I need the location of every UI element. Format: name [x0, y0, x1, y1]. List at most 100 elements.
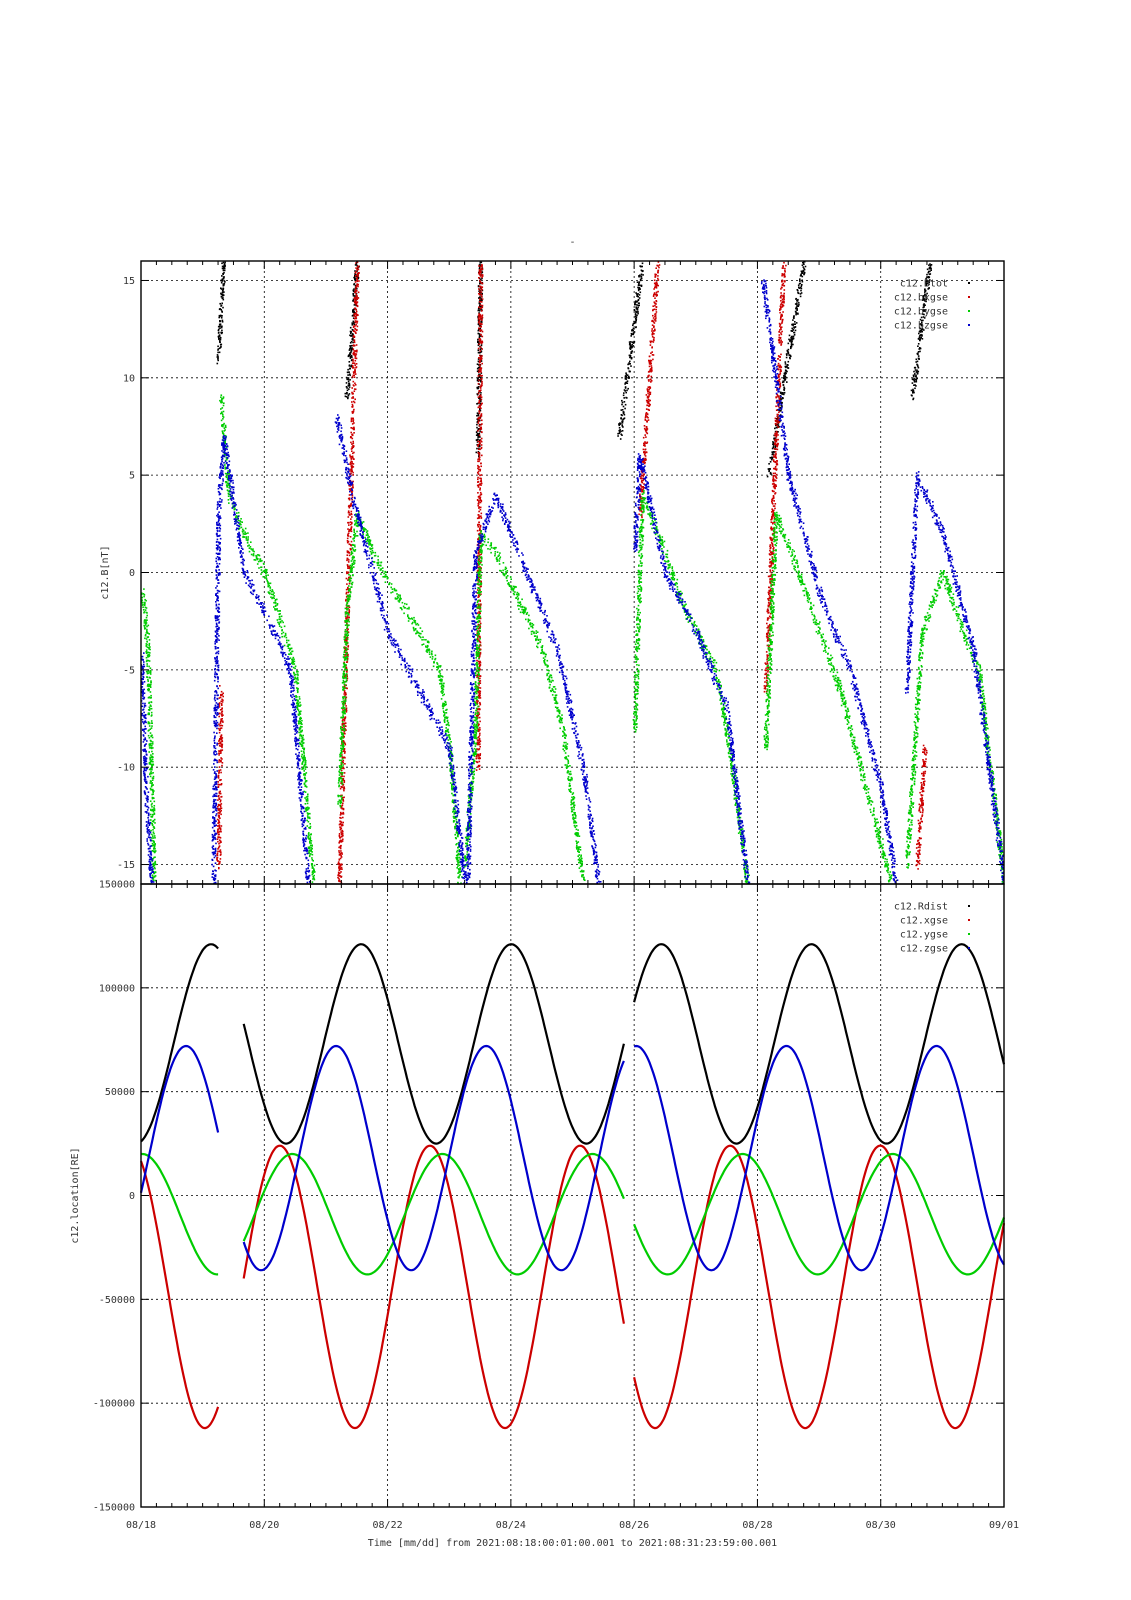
data-point [143, 622, 146, 624]
data-point [300, 740, 303, 742]
data-point [216, 858, 218, 860]
data-point [301, 723, 303, 725]
data-point [152, 814, 154, 816]
data-point [477, 486, 480, 488]
data-point [476, 741, 479, 744]
data-point [339, 816, 341, 819]
data-point [352, 298, 355, 301]
data-point [480, 593, 482, 596]
data-point [218, 792, 221, 794]
data-point [772, 443, 774, 445]
data-point [219, 837, 222, 839]
data-point [226, 484, 229, 487]
data-point [643, 444, 646, 446]
data-point [770, 573, 773, 575]
data-point [478, 428, 481, 431]
data-point [218, 731, 221, 734]
data-point [145, 620, 147, 623]
data-point [219, 808, 221, 811]
data-point [767, 598, 769, 600]
data-point [633, 320, 635, 323]
data-point [638, 283, 640, 285]
data-point [148, 737, 151, 739]
data-point [342, 736, 345, 738]
data-point [150, 734, 153, 737]
data-point [220, 718, 222, 720]
data-point [348, 521, 350, 524]
data-point [153, 851, 156, 854]
data-point [227, 499, 230, 501]
data-point [338, 875, 341, 877]
data-point [476, 743, 479, 746]
data-point [153, 886, 155, 888]
data-point [346, 572, 348, 575]
data-point [222, 410, 225, 413]
data-point [276, 619, 279, 621]
data-point [928, 281, 930, 283]
data-point [922, 296, 925, 299]
data-point [344, 392, 347, 395]
data-point [621, 425, 624, 427]
data-point [924, 749, 926, 751]
data-point [791, 338, 794, 341]
data-point [349, 536, 352, 538]
data-point [150, 804, 153, 806]
data-point [343, 775, 345, 778]
data-point [480, 379, 482, 382]
data-point [767, 629, 770, 632]
data-point [218, 826, 221, 828]
data-point [476, 711, 479, 713]
data-point [339, 814, 342, 816]
data-point [150, 771, 152, 773]
data-point [918, 348, 920, 350]
data-point [769, 597, 771, 600]
data-point [621, 420, 624, 422]
data-point [655, 308, 657, 311]
data-point [768, 595, 771, 597]
data-point [349, 374, 351, 377]
data-point [303, 774, 305, 776]
data-point [142, 609, 145, 611]
data-point [644, 452, 646, 455]
data-point [154, 875, 157, 877]
data-point [921, 772, 923, 775]
data-point [338, 863, 341, 865]
data-point [220, 700, 222, 703]
data-point [301, 744, 304, 746]
data-point [144, 634, 147, 636]
data-point [654, 283, 657, 285]
data-point [767, 468, 770, 470]
data-point [629, 363, 631, 365]
data-point [223, 265, 225, 267]
data-point [919, 339, 921, 342]
data-point [477, 481, 480, 483]
data-point [264, 577, 266, 579]
data-point [776, 401, 779, 403]
data-point [772, 480, 775, 483]
data-point [355, 320, 358, 323]
data-point [763, 685, 766, 687]
data-point [339, 864, 342, 867]
data-point [477, 524, 479, 526]
data-point [648, 361, 650, 363]
data-point [312, 860, 314, 862]
data-point [218, 740, 220, 742]
data-point [353, 366, 355, 369]
data-point [221, 698, 223, 701]
data-point [352, 336, 355, 338]
data-point [220, 813, 222, 816]
data-point [631, 350, 633, 352]
data-point [480, 479, 482, 481]
data-point [928, 264, 930, 266]
data-point [247, 538, 249, 540]
data-point [646, 441, 649, 444]
data-point [478, 448, 480, 451]
data-point [345, 607, 348, 609]
data-point [150, 772, 153, 775]
data-point [776, 424, 778, 427]
data-point [784, 280, 786, 282]
data-point [480, 380, 482, 383]
data-point [480, 517, 482, 519]
data-point [794, 303, 797, 305]
data-point [152, 791, 154, 794]
